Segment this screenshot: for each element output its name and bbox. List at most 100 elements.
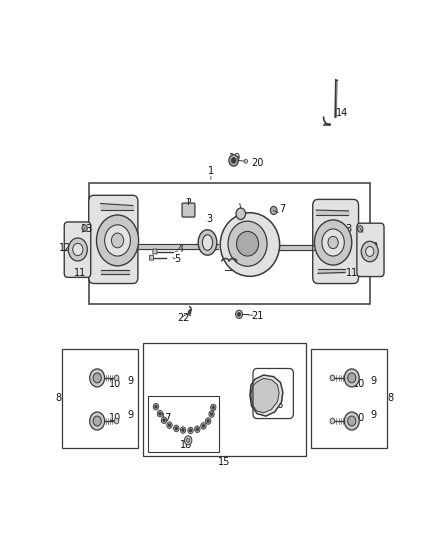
Circle shape <box>159 412 161 415</box>
Bar <box>311 349 387 448</box>
Text: 10: 10 <box>109 413 121 423</box>
Circle shape <box>348 373 356 383</box>
Circle shape <box>330 418 335 424</box>
Circle shape <box>114 418 119 424</box>
Circle shape <box>210 413 213 416</box>
Bar <box>61 349 138 448</box>
Circle shape <box>344 412 359 430</box>
FancyBboxPatch shape <box>88 195 138 284</box>
Circle shape <box>231 158 236 163</box>
Circle shape <box>209 411 214 417</box>
Ellipse shape <box>198 230 217 255</box>
Circle shape <box>344 369 359 387</box>
Circle shape <box>236 208 246 220</box>
Circle shape <box>167 422 172 429</box>
Circle shape <box>155 405 157 408</box>
Circle shape <box>212 406 215 409</box>
Text: 14: 14 <box>336 108 348 118</box>
Polygon shape <box>251 378 279 413</box>
Text: 8: 8 <box>56 393 62 403</box>
Text: 11: 11 <box>346 268 358 278</box>
Circle shape <box>114 375 119 381</box>
Text: 2: 2 <box>186 198 192 208</box>
Circle shape <box>93 416 101 426</box>
Circle shape <box>93 373 101 383</box>
Circle shape <box>194 426 200 432</box>
Circle shape <box>105 225 131 256</box>
Text: 4: 4 <box>177 245 184 254</box>
Circle shape <box>205 418 211 424</box>
Circle shape <box>270 206 277 215</box>
Text: 12: 12 <box>367 241 379 252</box>
Circle shape <box>82 225 87 231</box>
Circle shape <box>229 155 238 166</box>
Circle shape <box>175 427 178 430</box>
Circle shape <box>96 215 138 266</box>
Circle shape <box>237 312 241 317</box>
Text: 13: 13 <box>81 224 93 234</box>
Circle shape <box>153 403 159 410</box>
Text: 18: 18 <box>180 440 193 450</box>
Circle shape <box>202 424 205 427</box>
Circle shape <box>207 419 209 423</box>
Circle shape <box>161 417 167 424</box>
Text: 2: 2 <box>240 212 246 222</box>
Bar <box>148 397 219 452</box>
Ellipse shape <box>228 221 267 266</box>
Circle shape <box>201 423 206 429</box>
FancyBboxPatch shape <box>182 203 195 217</box>
Circle shape <box>111 233 124 248</box>
Circle shape <box>330 375 335 381</box>
Text: 22: 22 <box>177 312 189 322</box>
Circle shape <box>90 369 105 387</box>
Circle shape <box>168 424 171 427</box>
Text: 5: 5 <box>174 254 180 264</box>
FancyBboxPatch shape <box>149 255 154 260</box>
Text: 10: 10 <box>353 379 366 389</box>
Circle shape <box>180 427 186 433</box>
FancyBboxPatch shape <box>313 199 359 284</box>
FancyBboxPatch shape <box>153 249 157 254</box>
FancyBboxPatch shape <box>64 222 91 277</box>
Circle shape <box>188 427 193 434</box>
Circle shape <box>211 404 216 411</box>
Circle shape <box>366 247 374 256</box>
Circle shape <box>357 225 363 232</box>
Text: 17: 17 <box>160 413 172 423</box>
Text: 7: 7 <box>279 204 285 214</box>
Text: 9: 9 <box>127 376 133 386</box>
Circle shape <box>244 159 247 163</box>
Circle shape <box>361 241 378 262</box>
Circle shape <box>196 427 199 431</box>
Ellipse shape <box>220 213 279 276</box>
Circle shape <box>314 220 352 265</box>
Text: 21: 21 <box>251 311 264 321</box>
Text: 15: 15 <box>218 457 231 467</box>
Circle shape <box>322 229 344 256</box>
Circle shape <box>173 425 179 432</box>
Text: 1: 1 <box>208 166 214 176</box>
Text: 10: 10 <box>109 379 121 389</box>
FancyBboxPatch shape <box>357 223 384 277</box>
Circle shape <box>182 429 184 432</box>
Text: 19: 19 <box>229 152 241 163</box>
Text: 12: 12 <box>59 243 71 253</box>
Circle shape <box>184 436 192 445</box>
Circle shape <box>157 410 162 417</box>
Circle shape <box>162 418 166 422</box>
Text: 8: 8 <box>387 393 393 403</box>
Circle shape <box>187 438 190 442</box>
Text: 11: 11 <box>74 268 86 278</box>
Bar <box>88 183 371 304</box>
Text: 9: 9 <box>371 376 377 386</box>
Text: 20: 20 <box>251 158 264 168</box>
Ellipse shape <box>202 235 212 251</box>
Text: 6: 6 <box>233 260 240 270</box>
Text: 10: 10 <box>353 413 366 423</box>
Circle shape <box>90 412 105 430</box>
Text: 3: 3 <box>206 214 212 224</box>
Circle shape <box>236 310 243 318</box>
Bar <box>143 343 306 456</box>
Ellipse shape <box>237 231 258 256</box>
Circle shape <box>68 238 87 261</box>
